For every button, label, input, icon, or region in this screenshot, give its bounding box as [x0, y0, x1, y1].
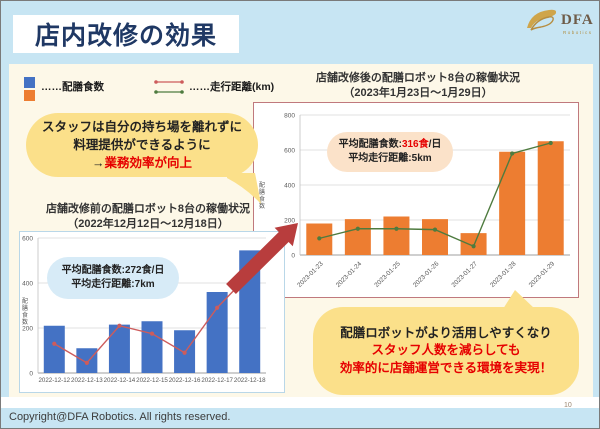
- svg-text:0: 0: [29, 371, 33, 378]
- svg-text:2022-12-13: 2022-12-13: [71, 377, 103, 384]
- callout-bottom-tail: [503, 290, 535, 309]
- svg-text:食: 食: [259, 195, 265, 203]
- legend-distance-lines-icon: [154, 80, 184, 94]
- svg-text:膳: 膳: [259, 188, 265, 196]
- chart-title-after-line2: （2023年1月23日～1月29日）: [343, 87, 493, 99]
- svg-text:2023-01-25: 2023-01-25: [373, 260, 402, 289]
- callout-robot-utilization: 配膳ロボットがより活用しやすくなり スタッフ人数を減らしても 効率的に店舗運営で…: [313, 307, 579, 395]
- title-box: 店内改修の効果: [13, 15, 239, 53]
- svg-text:2022-12-16: 2022-12-16: [169, 377, 201, 384]
- svg-text:2023-01-28: 2023-01-28: [489, 260, 518, 289]
- chart-title-after-line1: 店舗改修後の配膳ロボット8台の稼働状況: [315, 72, 521, 84]
- svg-text:2022-12-15: 2022-12-15: [136, 377, 168, 384]
- svg-text:200: 200: [22, 326, 33, 333]
- page-number: 10: [564, 402, 572, 409]
- callout-left-tail: [227, 173, 261, 204]
- annotation-after-line1: 平均配膳食数:316食/日: [338, 139, 442, 150]
- footer-band: [1, 408, 599, 428]
- avg-meals-before-value: 272食: [124, 265, 152, 276]
- page-title: 店内改修の効果: [34, 22, 217, 50]
- copyright-text: Copyright@DFA Robotics. All rights reser…: [9, 411, 231, 423]
- improvement-arrow-icon: [226, 223, 298, 294]
- annotation-before-line1: 平均配膳食数:272食/日: [61, 265, 165, 276]
- logo-swoosh-icon: [527, 9, 557, 31]
- svg-text:400: 400: [22, 281, 33, 288]
- callout-bottom-line3: 効率的に店舗運営できる環境を実現！: [339, 360, 553, 375]
- svg-text:2023-01-29: 2023-01-29: [528, 260, 557, 289]
- panel-after-renovation: 0 200 400 600 800 配膳食数 2023-01-23 2023-01-24 202…: [253, 102, 579, 298]
- svg-text:食: 食: [22, 311, 28, 319]
- svg-text:配: 配: [259, 182, 265, 189]
- chart-title-before-line1: 店舗改修前の配膳ロボット8台の稼働状況: [45, 203, 251, 215]
- svg-text:2022-12-17: 2022-12-17: [201, 377, 233, 384]
- footer-white-strip: [1, 397, 599, 408]
- svg-text:数: 数: [22, 318, 28, 326]
- logo-text: DFA: [561, 12, 594, 28]
- dfa-logo: DFA Robotics: [523, 6, 599, 40]
- callout-left-line3: →業務効率が向上: [91, 156, 192, 170]
- callout-bottom-line1: 配膳ロボットがより活用しやすくなり: [340, 325, 552, 340]
- svg-text:2022-12-18: 2022-12-18: [234, 377, 266, 384]
- logo-subtext: Robotics: [563, 30, 593, 35]
- svg-text:2022-12-12: 2022-12-12: [38, 377, 70, 384]
- svg-text:数: 数: [259, 202, 265, 210]
- annotation-bubble-after: 平均配膳食数:316食/日 平均走行距離:5km: [327, 132, 453, 172]
- svg-text:2023-01-24: 2023-01-24: [335, 260, 364, 289]
- svg-text:800: 800: [284, 113, 295, 120]
- svg-text:2022-12-14: 2022-12-14: [104, 377, 136, 384]
- callout-staff-efficiency: スタッフは自分の持ち場を離れずに 料理提供ができるように →業務効率が向上: [26, 113, 258, 177]
- callout-bottom-line2: スタッフ人数を減らしても: [371, 343, 521, 358]
- avg-meals-after-value: 316食: [401, 139, 429, 150]
- legend-distance-label: ……走行距離(km): [189, 81, 275, 93]
- callout-left-line2: 料理提供ができるように: [73, 138, 211, 152]
- legend-meals-label: ……配膳食数: [41, 81, 104, 93]
- panel-before-renovation: 0 200 400 600 配膳食数 2022-12-12 2022-12-13 2022-1…: [19, 231, 285, 393]
- chart-title-before-line2: （2022年12月12日～12月18日）: [67, 218, 229, 230]
- legend-meals-orange-swatch: [24, 90, 35, 101]
- svg-text:2023-01-26: 2023-01-26: [412, 260, 441, 289]
- legend-meals-blue-swatch: [24, 77, 35, 88]
- svg-text:600: 600: [22, 236, 33, 243]
- svg-text:400: 400: [284, 183, 295, 190]
- efficiency-up-red-text: 業務効率が向上: [104, 156, 192, 170]
- annotation-bubble-before: 平均配膳食数:272食/日 平均走行距離:7km: [47, 257, 179, 299]
- callout-left-line1: スタッフは自分の持ち場を離れずに: [41, 120, 242, 134]
- chart-title-after: 店舗改修後の配膳ロボット8台の稼働状況 （2023年1月23日～1月29日）: [268, 71, 568, 101]
- svg-text:配: 配: [22, 298, 28, 305]
- svg-text:2023-01-27: 2023-01-27: [451, 260, 480, 289]
- annotation-before-line2: 平均走行距離:7km: [71, 279, 155, 290]
- svg-text:200: 200: [284, 218, 295, 225]
- svg-text:膳: 膳: [22, 304, 28, 312]
- svg-text:0: 0: [291, 253, 295, 260]
- svg-text:600: 600: [284, 148, 295, 155]
- annotation-after-line2: 平均走行距離:5km: [348, 153, 432, 164]
- chart-title-before: 店舗改修前の配膳ロボット8台の稼働状況 （2022年12月12日～12月18日）: [28, 202, 268, 232]
